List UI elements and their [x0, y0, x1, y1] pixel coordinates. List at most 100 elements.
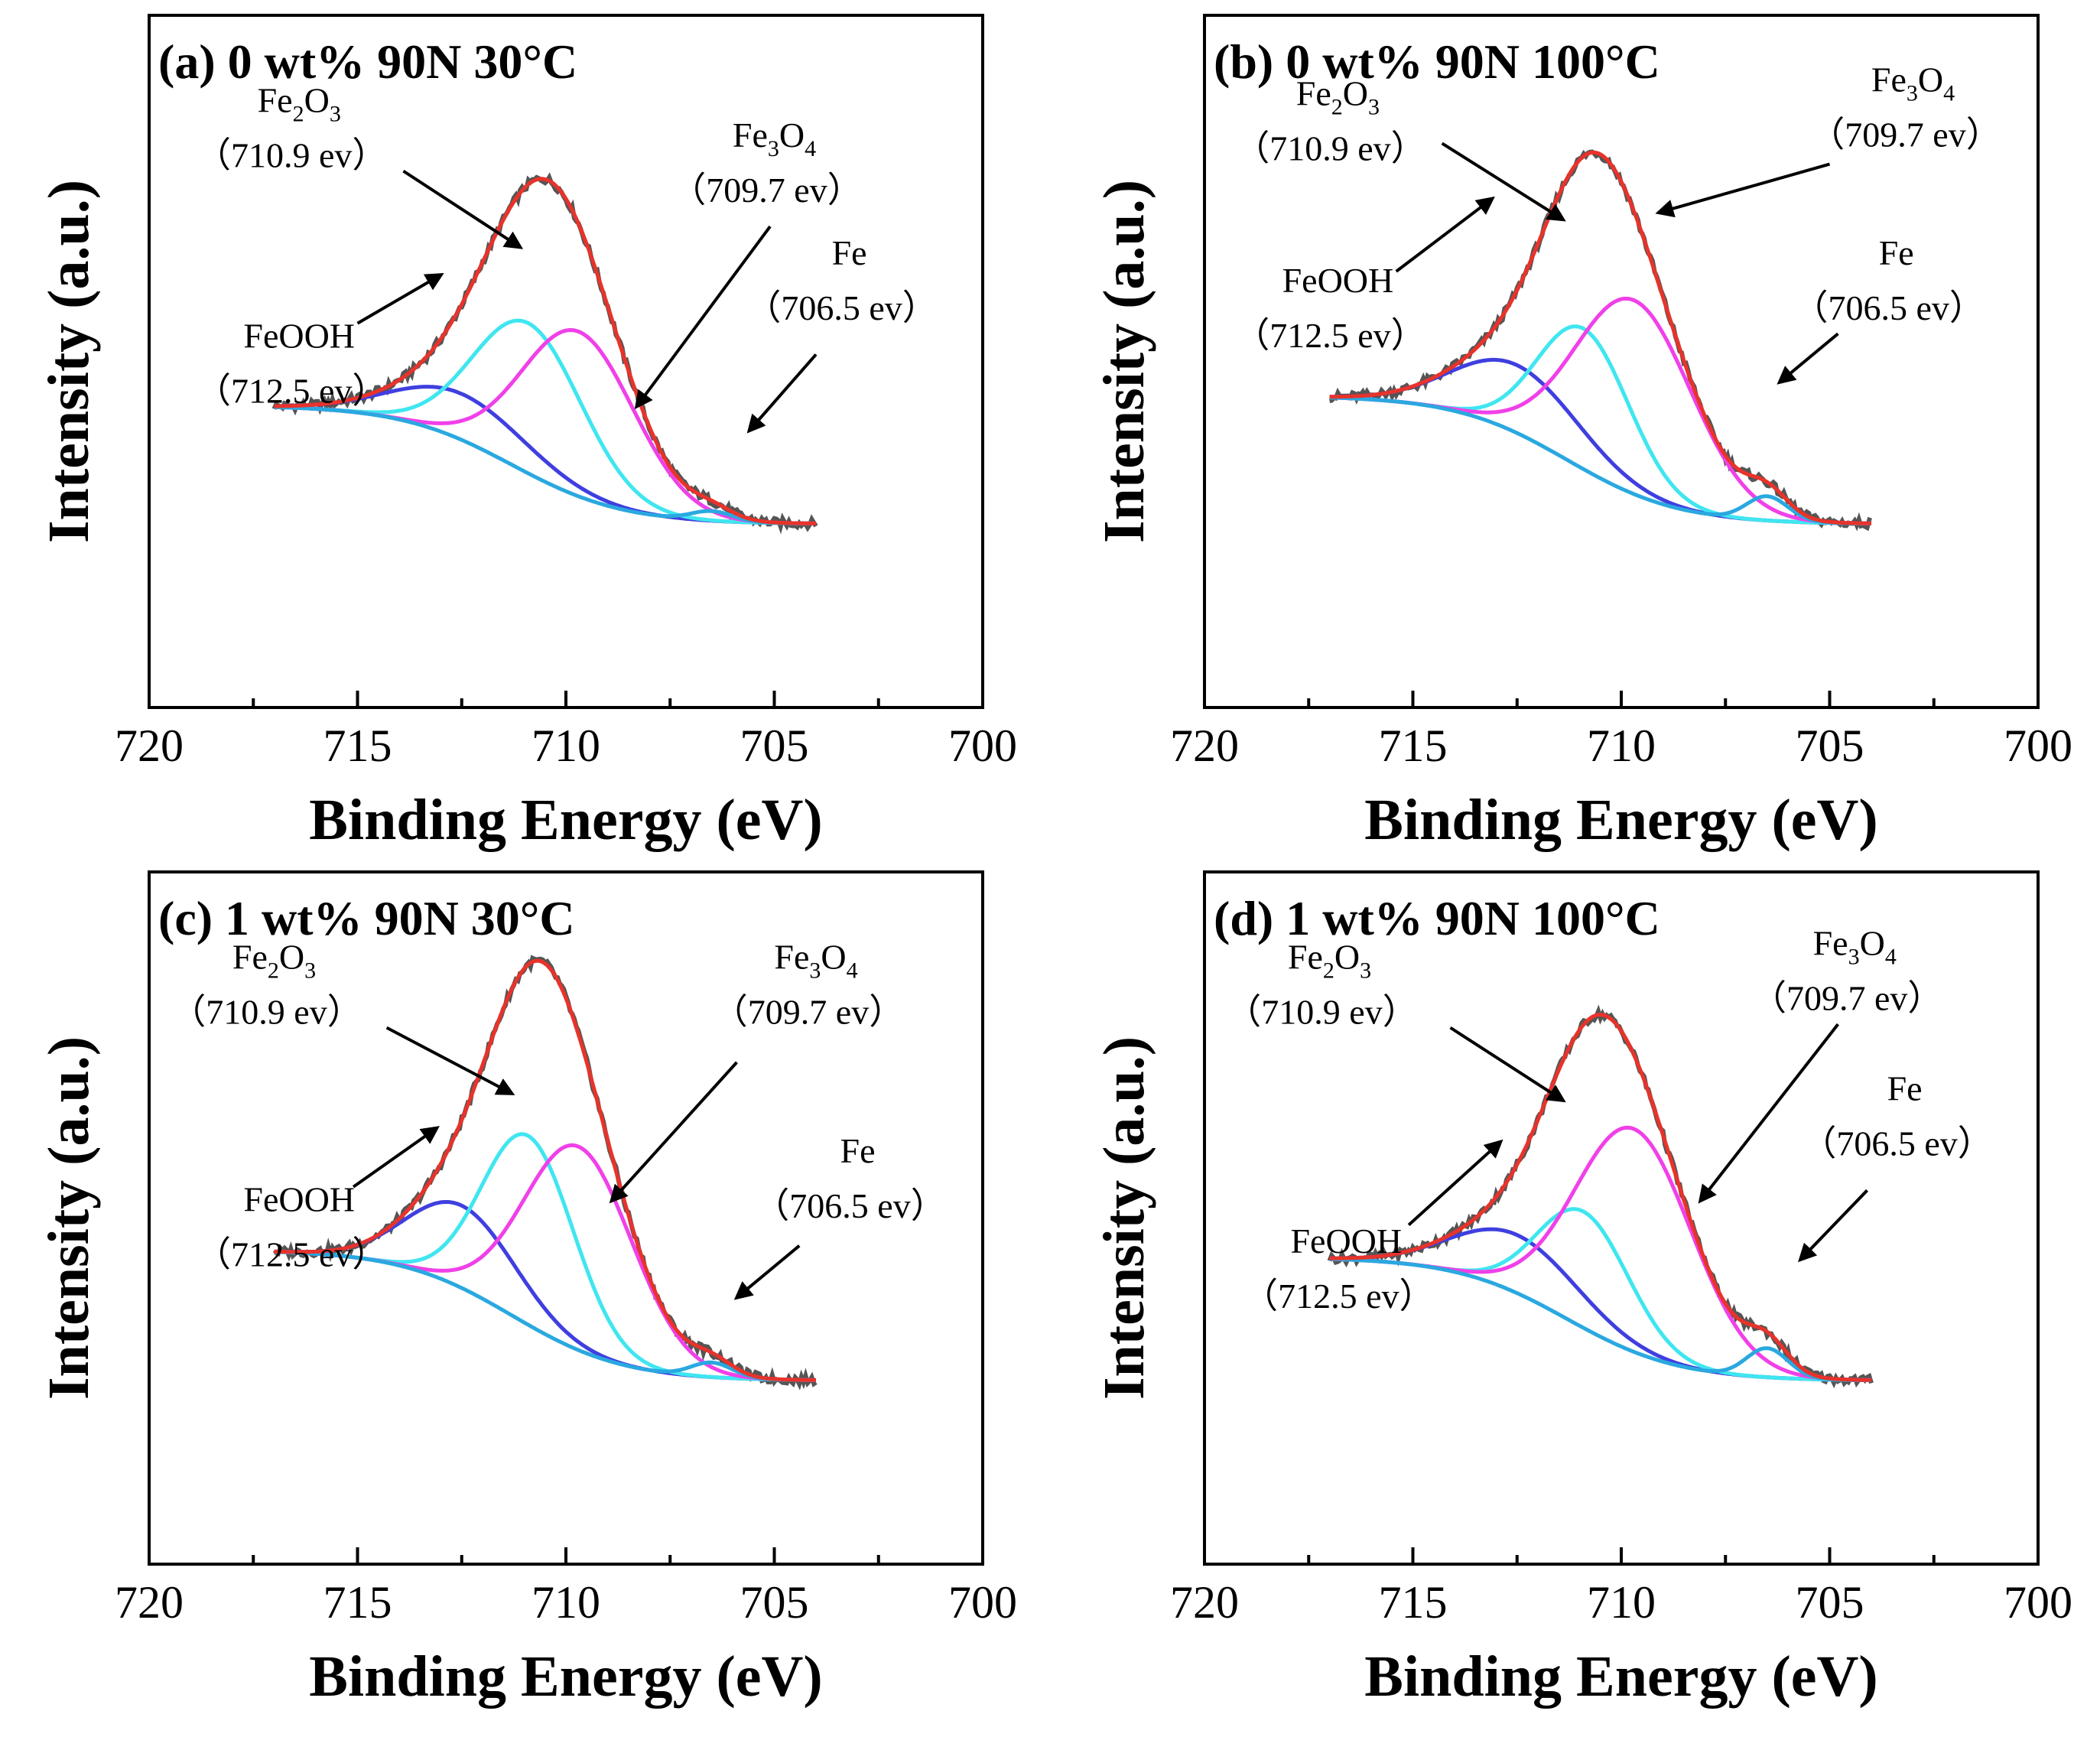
annotation-arrow-fe — [1777, 332, 1839, 385]
x-tick-label: 710 — [1587, 1577, 1656, 1628]
annotation-arrow-feooh — [352, 1126, 440, 1189]
x-tick-label: 700 — [948, 1577, 1017, 1628]
annotation-energy-feooh: （712.5 ev） — [1234, 316, 1425, 355]
x-tick-label: 720 — [1170, 720, 1239, 771]
panel-title: (d) 1 wt% 90N 100°C — [1214, 891, 1660, 945]
annotation-energy-fe: （706.5 ev） — [1801, 1124, 1992, 1163]
panel-title: (c) 1 wt% 90N 30°C — [158, 891, 575, 945]
annotation-arrow-fe3o4 — [1698, 1023, 1839, 1204]
annotation-label-feooh: FeOOH — [243, 1179, 355, 1218]
annotation-energy-feooh: （712.5 ev） — [1243, 1277, 1434, 1316]
annotation-arrow-feooh — [1407, 1139, 1503, 1227]
x-tick-label: 700 — [2004, 1577, 2072, 1628]
x-axis-label: Binding Energy (eV) — [1364, 1644, 1877, 1709]
annotation-energy-fe3o4: （709.7 ev） — [713, 993, 904, 1032]
annotation-energy-fe2o3: （710.9 ev） — [171, 993, 362, 1032]
envelope-fit-line — [274, 177, 817, 525]
annotation-arrow-fe — [733, 1244, 801, 1300]
y-axis-label: Intensity (a.u.) — [1092, 180, 1156, 543]
peak-feooh-line — [274, 1200, 816, 1382]
panel-b: 720 715 710 705 700 Binding Energy (eV) Intens… — [1092, 14, 2072, 852]
x-tick-label: 705 — [1796, 720, 1864, 771]
peak-fe2o3-line — [1329, 324, 1871, 525]
panel-title: (a) 0 wt% 90N 30°C — [158, 34, 577, 89]
x-tick-label: 715 — [323, 1577, 392, 1628]
annotation-label-fe2o3: Fe2O3 — [1296, 74, 1380, 120]
annotation-label-fe2o3: Fe2O3 — [258, 81, 341, 127]
y-axis-label: Intensity (a.u.) — [1092, 1036, 1156, 1400]
x-tick-label: 720 — [1170, 1577, 1239, 1628]
annotation-energy-fe: （706.5 ev） — [754, 1186, 945, 1225]
envelope-fit-line — [1329, 1013, 1872, 1382]
envelope-fit-line — [274, 958, 816, 1382]
annotation-label-fe: Fe — [840, 1131, 876, 1170]
annotation-arrow-feooh — [1395, 196, 1495, 273]
annotation-label-feooh: FeOOH — [1290, 1221, 1402, 1260]
annotation-arrow-fe — [746, 353, 818, 434]
annotation-energy-fe2o3: （710.9 ev） — [196, 136, 387, 175]
annotation-label-fe3o4: Fe3O4 — [1813, 924, 1897, 970]
x-tick-label: 710 — [532, 720, 600, 771]
annotation-energy-fe3o4: （709.7 ev） — [671, 171, 862, 210]
panel-a: 720 715 710 705 700 Binding Energy (eV) Intens… — [37, 14, 1017, 852]
annotation-label-fe2o3: Fe2O3 — [1288, 938, 1371, 984]
annotation-arrow-fe2o3 — [385, 1026, 515, 1095]
background-line — [274, 405, 816, 525]
raw-data-line — [271, 172, 818, 535]
x-tick-label: 700 — [2004, 720, 2072, 771]
x-tick-label: 715 — [1379, 720, 1448, 771]
annotation-arrow-fe2o3 — [1441, 141, 1566, 222]
x-tick-label: 720 — [115, 720, 184, 771]
x-tick-label: 710 — [532, 1577, 600, 1628]
peak-fe-line — [1329, 1257, 1872, 1382]
annotation-label-fe: Fe — [1879, 233, 1914, 272]
x-tick-label: 720 — [115, 1577, 184, 1628]
peak-fe3o4-line — [274, 327, 817, 525]
annotation-label-fe3o4: Fe3O4 — [733, 115, 816, 161]
annotation-energy-fe: （706.5 ev） — [1793, 288, 1984, 327]
annotation-label-fe: Fe — [1887, 1069, 1923, 1108]
panel-c: 720 715 710 705 700 Binding Energy (eV) Intens… — [37, 870, 1017, 1709]
peak-fe-line — [274, 1250, 816, 1382]
annotation-label-fe: Fe — [832, 233, 867, 272]
envelope-fit-line — [1329, 150, 1872, 525]
annotation-energy-fe3o4: （709.7 ev） — [1809, 115, 2001, 155]
annotation-energy-fe2o3: （710.9 ev） — [1226, 993, 1417, 1032]
annotation-arrow-fe3o4 — [609, 1061, 738, 1204]
annotation-energy-fe2o3: （710.9 ev） — [1234, 129, 1425, 168]
x-tick-label: 715 — [323, 720, 392, 771]
y-axis-label: Intensity (a.u.) — [37, 1036, 101, 1400]
x-tick-label: 705 — [740, 720, 809, 771]
annotation-label-fe2o3: Fe2O3 — [232, 938, 316, 984]
x-tick-label: 705 — [1796, 1577, 1864, 1628]
x-tick-label: 715 — [1379, 1577, 1448, 1628]
y-axis-label: Intensity (a.u.) — [37, 180, 101, 543]
annotation-energy-feooh: （712.5 ev） — [196, 1234, 387, 1273]
annotation-energy-feooh: （712.5 ev） — [196, 371, 387, 410]
x-tick-label: 705 — [740, 1577, 809, 1628]
annotation-label-fe3o4: Fe3O4 — [774, 938, 857, 984]
panel-title: (b) 0 wt% 90N 100°C — [1214, 34, 1660, 89]
annotation-arrow-feooh — [356, 272, 444, 325]
annotation-label-feooh: FeOOH — [1282, 261, 1394, 300]
annotation-label-fe3o4: Fe3O4 — [1871, 60, 1955, 106]
x-axis-label: Binding Energy (eV) — [1364, 788, 1877, 852]
annotation-label-feooh: FeOOH — [243, 316, 355, 355]
annotation-energy-fe: （706.5 ev） — [746, 288, 937, 327]
x-tick-label: 700 — [948, 720, 1017, 771]
annotation-arrow-fe2o3 — [402, 169, 524, 249]
x-axis-label: Binding Energy (eV) — [309, 1644, 822, 1709]
peak-fe-line — [1329, 395, 1871, 525]
x-axis-label: Binding Energy (eV) — [309, 788, 822, 852]
annotation-energy-fe3o4: （709.7 ev） — [1751, 979, 1942, 1018]
annotation-arrow-fe — [1798, 1189, 1868, 1263]
peak-fe2o3-line — [274, 318, 816, 525]
annotation-arrow-fe3o4 — [634, 225, 772, 410]
x-tick-label: 710 — [1587, 720, 1656, 771]
peak-fe-line — [274, 405, 816, 525]
annotation-arrow-fe3o4 — [1655, 162, 1831, 218]
panel-d: 720 715 710 705 700 Binding Energy (eV) Intens… — [1092, 870, 2072, 1709]
annotation-arrow-fe2o3 — [1449, 1026, 1566, 1103]
